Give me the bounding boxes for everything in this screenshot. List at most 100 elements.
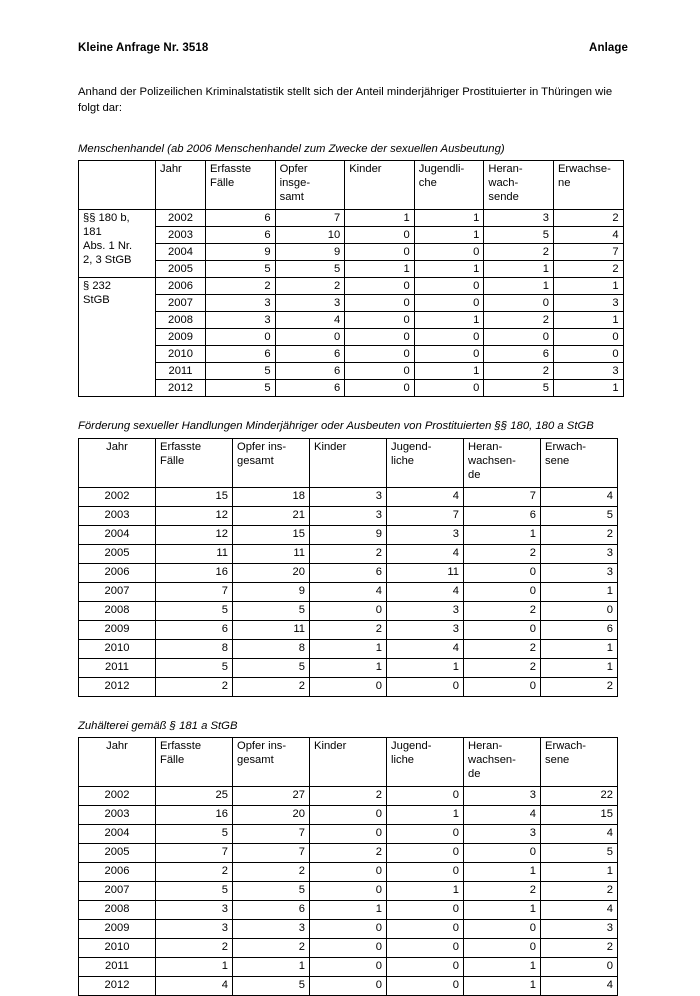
- table-row: 2008 3 4 0 1 2 1: [79, 311, 624, 330]
- cell-year: 2004: [155, 243, 206, 262]
- cell-value: 21: [232, 505, 310, 526]
- cell-value: 2: [205, 277, 276, 296]
- intro-paragraph: Anhand der Polizeilichen Kriminalstatist…: [78, 86, 613, 115]
- cell-value: 1: [386, 804, 464, 825]
- cell-value: 6: [309, 562, 387, 583]
- col-header-erfasste-faelle: Erfasste Fälle: [155, 437, 233, 488]
- cell-value: 6: [483, 345, 554, 364]
- col-header-opfer-insgesamt: Opfer ins- gesamt: [232, 437, 310, 488]
- cell-value: 0: [309, 937, 387, 958]
- cell-year: 2004: [78, 823, 156, 844]
- cell-value: 6: [540, 619, 618, 640]
- cell-year: 2011: [78, 657, 156, 678]
- cell-value: 2: [483, 362, 554, 381]
- cell-value: 15: [540, 804, 618, 825]
- col-header-jahr: Jahr: [78, 736, 156, 787]
- col-header-erfasste-faelle: Erfasste Fälle: [205, 160, 276, 211]
- cell-year: 2007: [78, 880, 156, 901]
- col-header-heranwachsende: Heran- wachsen- de: [463, 437, 541, 488]
- cell-value: 16: [155, 804, 233, 825]
- table-row: 2008 3 6 1 0 1 4: [78, 899, 618, 920]
- cell-value: 4: [386, 581, 464, 602]
- cell-value: 5: [232, 880, 310, 901]
- cell-value: 5: [205, 260, 276, 279]
- cell-value: 3: [155, 899, 233, 920]
- cell-value: 0: [386, 842, 464, 863]
- cell-value: 2: [155, 676, 233, 697]
- table-menschenhandel: Jahr Erfasste Fälle Opfer insge- samt Ki…: [78, 160, 624, 398]
- cell-value: 11: [232, 543, 310, 564]
- cell-value: 0: [386, 975, 464, 996]
- cell-year: 2002: [78, 486, 156, 507]
- cell-value: 0: [386, 918, 464, 939]
- cell-value: 0: [274, 328, 346, 347]
- table-row: 2012 5 6 0 0 5 1: [79, 379, 624, 398]
- cell-value: 8: [155, 638, 233, 659]
- cell-value: 16: [155, 562, 233, 583]
- table-row: § 232 StGB 2006 2 2 0 0 1 1: [78, 277, 624, 398]
- col-header-jahr: Jahr: [78, 437, 156, 488]
- cell-value: 11: [232, 619, 310, 640]
- cell-value: 1: [344, 209, 415, 228]
- cell-value: 0: [552, 345, 624, 364]
- cell-value: 0: [386, 956, 464, 977]
- cell-year: 2012: [78, 676, 156, 697]
- cell-value: 6: [232, 899, 310, 920]
- cell-value: 7: [386, 505, 464, 526]
- cell-value: 22: [540, 785, 618, 806]
- cell-value: 3: [205, 294, 276, 313]
- table-body-zuhaelterei: 2002 25 27 2 0 3 22 2003 16 20 0 1 4 15: [78, 785, 618, 996]
- cell-value: 9: [274, 243, 346, 262]
- cell-value: 0: [344, 243, 415, 262]
- cell-value: 5: [483, 226, 554, 245]
- cell-year: 2006: [78, 861, 156, 882]
- cell-value: 5: [205, 379, 276, 398]
- cell-value: 1: [463, 899, 541, 920]
- cell-value: 0: [413, 345, 485, 364]
- cell-value: 0: [386, 899, 464, 920]
- cell-value: 1: [552, 311, 624, 330]
- cell-value: 3: [205, 311, 276, 330]
- cell-value: 0: [463, 619, 541, 640]
- table-header-row: Jahr Erfasste Fälle Opfer insge- samt Ki…: [78, 160, 624, 211]
- cell-value: 2: [309, 785, 387, 806]
- cell-year: 2004: [78, 524, 156, 545]
- table-row: 2012 4 5 0 0 1 4: [78, 975, 618, 996]
- cell-value: 7: [232, 842, 310, 863]
- cell-year: 2008: [78, 600, 156, 621]
- cell-value: 11: [386, 562, 464, 583]
- cell-value: 1: [552, 379, 624, 398]
- cell-value: 0: [344, 379, 415, 398]
- cell-value: 0: [309, 823, 387, 844]
- cell-value: 1: [413, 362, 485, 381]
- cell-value: 4: [274, 311, 346, 330]
- table-row: 2002 25 27 2 0 3 22: [78, 785, 618, 806]
- cell-value: 15: [155, 486, 233, 507]
- col-header-label: [78, 160, 156, 211]
- cell-value: 2: [309, 543, 387, 564]
- header-title-right: Anlage: [589, 42, 628, 54]
- document-header: Kleine Anfrage Nr. 3518 Anlage: [78, 42, 628, 54]
- cell-value: 5: [155, 600, 233, 621]
- cell-value: 5: [232, 657, 310, 678]
- table-row: 2010 8 8 1 4 2 1: [78, 638, 618, 659]
- cell-value: 7: [155, 581, 233, 602]
- cell-value: 1: [540, 581, 618, 602]
- cell-value: 4: [540, 975, 618, 996]
- col-header-kinder: Kinder: [309, 437, 387, 488]
- cell-value: 0: [309, 861, 387, 882]
- cell-value: 1: [483, 277, 554, 296]
- table-row: 2011 1 1 0 0 1 0: [78, 956, 618, 977]
- cell-value: 27: [232, 785, 310, 806]
- cell-year: 2009: [78, 918, 156, 939]
- cell-value: 0: [205, 328, 276, 347]
- cell-value: 1: [413, 260, 485, 279]
- cell-year: 2008: [78, 899, 156, 920]
- col-header-erwachsene: Erwach- sene: [540, 736, 618, 787]
- table-row: 2004 9 9 0 0 2 7: [79, 243, 624, 262]
- cell-value: 7: [232, 823, 310, 844]
- cell-value: 0: [552, 328, 624, 347]
- cell-year: 2006: [78, 562, 156, 583]
- cell-year: 2005: [78, 543, 156, 564]
- cell-value: 2: [155, 861, 233, 882]
